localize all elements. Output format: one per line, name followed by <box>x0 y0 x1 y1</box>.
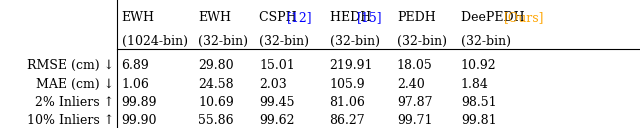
Text: 2.03: 2.03 <box>259 78 287 91</box>
Text: 29.80: 29.80 <box>198 59 234 72</box>
Text: 97.87: 97.87 <box>397 96 432 109</box>
Text: 10% Inliers ↑: 10% Inliers ↑ <box>27 114 114 127</box>
Text: EWH: EWH <box>122 11 155 24</box>
Text: 24.58: 24.58 <box>198 78 234 91</box>
Text: 105.9: 105.9 <box>330 78 365 91</box>
Text: 219.91: 219.91 <box>330 59 373 72</box>
Text: (32-bin): (32-bin) <box>259 34 309 47</box>
Text: 1.06: 1.06 <box>122 78 150 91</box>
Text: DeePEDH: DeePEDH <box>461 11 529 24</box>
Text: DeePEDH [Ours]: DeePEDH [Ours] <box>461 11 569 24</box>
Text: 18.05: 18.05 <box>397 59 433 72</box>
Text: [12]: [12] <box>287 11 312 24</box>
Text: 81.06: 81.06 <box>330 96 365 109</box>
Text: RMSE (cm) ↓: RMSE (cm) ↓ <box>27 59 114 72</box>
Text: 99.90: 99.90 <box>122 114 157 127</box>
Text: (32-bin): (32-bin) <box>397 34 447 47</box>
Text: EWH: EWH <box>198 11 232 24</box>
Text: 15.01: 15.01 <box>259 59 295 72</box>
Text: [15]: [15] <box>357 11 383 24</box>
Text: HEDH [15]: HEDH [15] <box>330 11 401 24</box>
Text: 99.71: 99.71 <box>397 114 432 127</box>
Text: [Ours]: [Ours] <box>504 11 545 24</box>
Text: PEDH: PEDH <box>397 11 436 24</box>
Text: (32-bin): (32-bin) <box>330 34 380 47</box>
Text: MAE (cm) ↓: MAE (cm) ↓ <box>36 78 114 91</box>
Text: CSPH: CSPH <box>259 11 301 24</box>
Text: CSPH [12]: CSPH [12] <box>259 11 326 24</box>
Text: 2% Inliers ↑: 2% Inliers ↑ <box>35 96 114 109</box>
Text: 99.45: 99.45 <box>259 96 294 109</box>
Text: 55.86: 55.86 <box>198 114 234 127</box>
Text: (32-bin): (32-bin) <box>461 34 511 47</box>
Text: HEDH: HEDH <box>330 11 375 24</box>
Text: 86.27: 86.27 <box>330 114 365 127</box>
Text: 1.84: 1.84 <box>461 78 489 91</box>
Text: 98.51: 98.51 <box>461 96 497 109</box>
Text: 99.81: 99.81 <box>461 114 497 127</box>
Text: 2.40: 2.40 <box>397 78 424 91</box>
Text: 99.62: 99.62 <box>259 114 294 127</box>
Text: 10.92: 10.92 <box>461 59 497 72</box>
Text: 10.69: 10.69 <box>198 96 234 109</box>
Text: (1024-bin): (1024-bin) <box>122 34 188 47</box>
Text: 6.89: 6.89 <box>122 59 149 72</box>
Text: 99.89: 99.89 <box>122 96 157 109</box>
Text: (32-bin): (32-bin) <box>198 34 248 47</box>
